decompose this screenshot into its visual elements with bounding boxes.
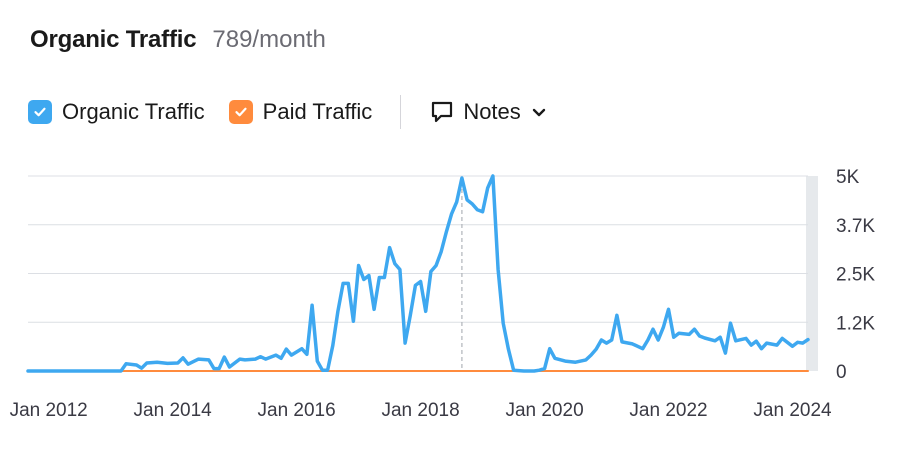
x-tick-label: Jan 2014 — [134, 400, 213, 421]
chevron-down-icon — [532, 108, 545, 117]
note-icon — [432, 101, 453, 123]
x-tick-label: Jan 2020 — [505, 400, 583, 421]
x-tick-label: Jan 2016 — [258, 400, 336, 421]
y-tick-label: 2.5K — [836, 265, 875, 286]
chart-header: Organic Traffic 789/month — [30, 26, 326, 60]
y-tick-label: 0 — [836, 362, 847, 383]
x-tick-label: Jan 2018 — [381, 400, 459, 421]
check-icon — [235, 107, 247, 117]
x-tick-label: Jan 2024 — [753, 400, 832, 421]
y-tick-label: 3.7K — [836, 216, 875, 237]
paid-traffic-checkbox[interactable] — [228, 100, 253, 124]
legend-item-paid-traffic[interactable]: Paid Traffic — [228, 99, 373, 125]
legend-divider — [400, 95, 402, 129]
traffic-chart[interactable]: 0 1.2K 2.5K 3.7K 5K Jan 2012 Jan 2014 Jan 2016 J… — [0, 160, 904, 430]
x-tick-label: Jan 2022 — [629, 400, 707, 421]
y-tick-label: 5K — [836, 167, 860, 188]
x-tick-label: Jan 2012 — [10, 400, 88, 421]
latest-period-band — [806, 176, 818, 371]
traffic-summary: 789/month — [212, 26, 326, 53]
y-tick-label: 1.2K — [836, 313, 875, 334]
notes-label: Notes — [463, 99, 521, 124]
legend-label-paid: Paid Traffic — [262, 99, 373, 124]
chart-title: Organic Traffic — [30, 26, 197, 53]
legend-item-organic-traffic[interactable]: Organic Traffic — [28, 99, 205, 125]
organic-traffic-checkbox[interactable] — [28, 100, 52, 124]
legend: Organic Traffic Paid Traffic Notes — [28, 95, 547, 129]
legend-label-organic: Organic Traffic — [62, 99, 205, 124]
notes-dropdown[interactable]: Notes — [429, 99, 546, 125]
check-icon — [34, 107, 46, 117]
series-organic-traffic-line — [26, 174, 810, 373]
